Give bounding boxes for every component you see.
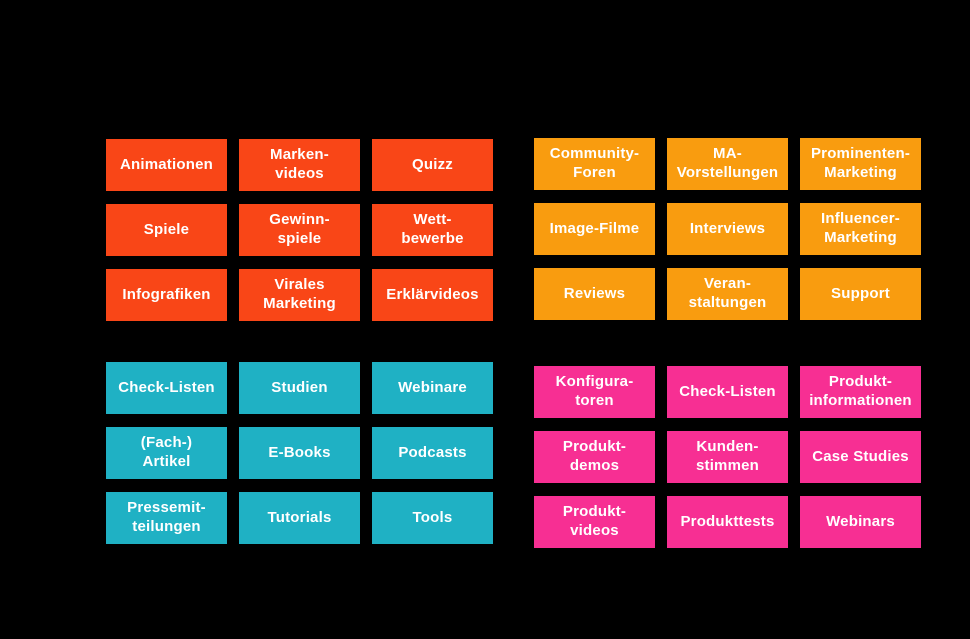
tile-check-listen-2: Check-Listen <box>667 366 788 418</box>
tile-webinars: Webinars <box>800 496 921 548</box>
tile-gewinnspiele: Gewinn- spiele <box>239 204 360 256</box>
tile-webinare: Webinare <box>372 362 493 414</box>
tile-markenvideos: Marken- videos <box>239 139 360 191</box>
tile-veranstaltungen: Veran- staltungen <box>667 268 788 320</box>
tile-produktdemos: Produkt- demos <box>534 431 655 483</box>
tile-community-foren: Community- Foren <box>534 138 655 190</box>
tile-erklaervideos: Erklärvideos <box>372 269 493 321</box>
tile-support: Support <box>800 268 921 320</box>
tile-pressemitteilungen: Pressemit- teilungen <box>106 492 227 544</box>
tile-reviews: Reviews <box>534 268 655 320</box>
tile-tutorials: Tutorials <box>239 492 360 544</box>
tile-virales-marketing: Virales Marketing <box>239 269 360 321</box>
tile-ma-vorstellungen: MA- Vorstellungen <box>667 138 788 190</box>
tile-konfiguratoren: Konfigura- toren <box>534 366 655 418</box>
tile-studien: Studien <box>239 362 360 414</box>
tile-fach-artikel: (Fach-) Artikel <box>106 427 227 479</box>
tile-produkttests: Produkttests <box>667 496 788 548</box>
tile-tools: Tools <box>372 492 493 544</box>
tile-podcasts: Podcasts <box>372 427 493 479</box>
quadrant-top-right: Community- Foren MA- Vorstellungen Promi… <box>534 138 921 320</box>
tile-wettbewerbe: Wett- bewerbe <box>372 204 493 256</box>
tile-e-books: E-Books <box>239 427 360 479</box>
tile-influencer-marketing: Influencer- Marketing <box>800 203 921 255</box>
tile-image-filme: Image-Filme <box>534 203 655 255</box>
tile-produktinformationen: Produkt- informationen <box>800 366 921 418</box>
tile-animationen: Animationen <box>106 139 227 191</box>
tile-spiele: Spiele <box>106 204 227 256</box>
tile-produktvideos: Produkt- videos <box>534 496 655 548</box>
quadrant-top-left: Animationen Marken- videos Quizz Spiele … <box>106 139 493 321</box>
tile-case-studies: Case Studies <box>800 431 921 483</box>
tile-check-listen: Check-Listen <box>106 362 227 414</box>
tile-prominenten-marketing: Prominenten- Marketing <box>800 138 921 190</box>
tile-kundenstimmen: Kunden- stimmen <box>667 431 788 483</box>
quadrant-bottom-right: Konfigura- toren Check-Listen Produkt- i… <box>534 366 921 548</box>
quadrant-bottom-left: Check-Listen Studien Webinare (Fach-) Ar… <box>106 362 493 544</box>
tile-infografiken: Infografiken <box>106 269 227 321</box>
tile-interviews: Interviews <box>667 203 788 255</box>
tile-quizz: Quizz <box>372 139 493 191</box>
